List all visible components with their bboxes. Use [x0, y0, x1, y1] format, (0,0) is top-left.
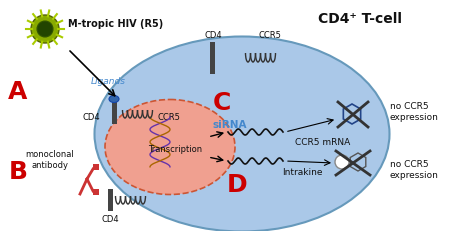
- Text: B: B: [9, 159, 27, 183]
- Text: C: C: [213, 91, 231, 115]
- Bar: [112, 103, 117, 125]
- Circle shape: [335, 155, 349, 169]
- Text: A: A: [9, 80, 27, 103]
- Bar: [93, 189, 99, 195]
- Text: Ligands: Ligands: [91, 77, 126, 86]
- Text: CD4⁺ T-cell: CD4⁺ T-cell: [318, 12, 402, 26]
- Text: M-tropic HIV (R5): M-tropic HIV (R5): [68, 19, 163, 29]
- Circle shape: [31, 16, 59, 44]
- Ellipse shape: [94, 37, 390, 231]
- Text: CD4: CD4: [82, 113, 100, 122]
- Text: CD4: CD4: [101, 214, 119, 223]
- Text: monoclonal
antibody: monoclonal antibody: [26, 150, 74, 169]
- Bar: [210, 43, 215, 75]
- Text: D: D: [227, 172, 247, 196]
- Text: Transcription: Transcription: [148, 145, 202, 154]
- Bar: [93, 164, 99, 170]
- Text: no CCR5
expression: no CCR5 expression: [390, 102, 439, 121]
- Text: CCR5: CCR5: [157, 113, 180, 122]
- Text: no CCR5
expression: no CCR5 expression: [390, 160, 439, 179]
- Text: CD4: CD4: [204, 31, 222, 40]
- Ellipse shape: [109, 96, 119, 103]
- Ellipse shape: [105, 100, 235, 195]
- Bar: [108, 189, 113, 211]
- Text: CCR5: CCR5: [258, 31, 282, 40]
- Text: CCR5 mRNA: CCR5 mRNA: [295, 138, 350, 147]
- Text: siRNA: siRNA: [213, 119, 247, 129]
- Circle shape: [37, 22, 53, 38]
- Text: Intrakine: Intrakine: [282, 168, 322, 177]
